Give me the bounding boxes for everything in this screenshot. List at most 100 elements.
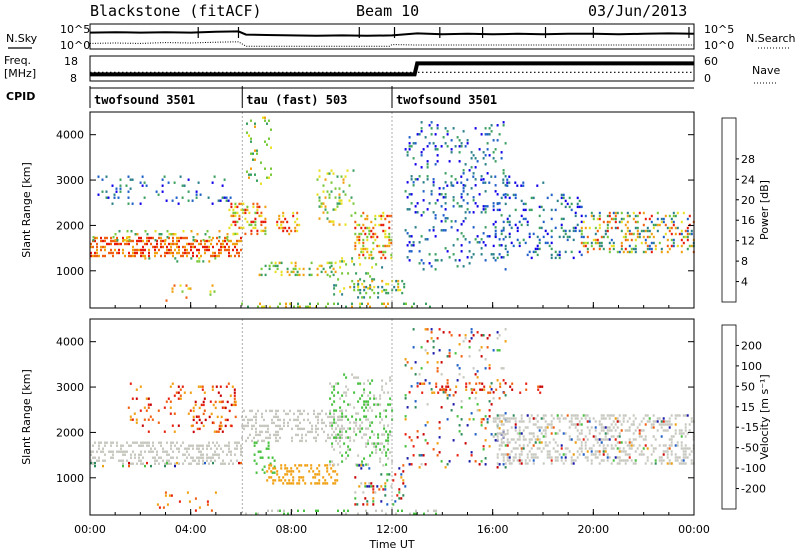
power-cell-26 [104,239,106,243]
velocity-cell-748 [337,424,340,427]
power-cell-313 [115,187,118,190]
power-cell-1219 [494,235,497,239]
power-cell-531 [286,229,289,233]
velocity-cell-961 [364,497,367,500]
power-cell-1535 [654,223,657,227]
velocity-cell-337 [227,382,230,385]
velocity-cell-404 [198,506,201,509]
velocity-cell-487 [279,418,281,422]
velocity-cell-1850 [688,423,691,426]
power-cell-189 [200,239,202,243]
velocity-cell-369 [212,421,215,425]
power-cell-1394 [592,217,595,221]
power-cell-1596 [686,232,689,236]
velocity-cell-948 [354,503,357,506]
power-cell-757 [388,226,391,230]
power-cell-1630 [506,181,509,184]
power-cell-1364 [578,205,581,209]
power-cell-509 [268,137,270,140]
power-cell-90 [142,248,144,252]
power-cell-1376 [582,220,585,224]
power-cell-1129 [476,205,479,208]
velocity-cell-1167 [462,376,465,379]
power-cell-1468 [626,214,629,218]
power-cell-914 [408,145,411,148]
power-cell-617 [324,205,327,208]
power-cell-1336 [564,199,567,203]
velocity-cell-402 [194,497,197,500]
power-cell-139 [170,251,172,255]
power-cell-644 [338,199,341,202]
velocity-cell-1837 [684,414,687,417]
velocity-cell-1896 [544,426,547,429]
power-cell-961 [422,181,425,184]
power-cell-1527 [650,232,653,236]
velocity-cell-29 [110,450,112,453]
power-cell-752 [386,214,389,218]
velocity-cell-1758 [654,438,657,441]
velocity-cell-739 [333,436,336,439]
power-cell-472 [264,220,267,224]
power-cell-470 [264,205,267,209]
velocity-cell-1391 [514,456,517,459]
power-cell-274 [154,239,157,242]
velocity-cell-478 [275,436,277,440]
velocity-xticks-group: 00:00 04:00 08:00 12:00 16:00 20:00 00:00 [74,523,710,536]
velocity-cell-1039 [401,509,403,512]
velocity-cell-269 [145,397,148,400]
velocity-cell-1271 [421,391,424,394]
velocity-cell-387 [232,403,235,407]
power-cell-311 [113,193,116,196]
freq-unit: [MHz] [4,67,36,80]
velocity-cell-551 [317,421,319,425]
velocity-cell-83 [144,450,146,453]
power-cell-163 [184,236,186,240]
power-cell-206 [212,236,214,240]
power-cell-883 [345,305,347,308]
power-cell-1411 [598,244,601,248]
power-cell-475 [264,232,267,236]
velocity-cell-921 [385,430,388,433]
velocity-cell-547 [315,439,317,443]
power-cell-292 [206,230,209,233]
power-cell-280 [168,233,171,236]
power-cell-893 [385,305,387,308]
power-cell-357 [195,193,198,196]
power-cell-116 [158,236,160,240]
power-cell-765 [390,241,393,245]
power-cell-712 [370,229,373,233]
velocity-cell-1966 [654,459,657,462]
power-cell-1531 [652,223,655,227]
velocity-cell-1003 [400,476,403,479]
velocity-cell-1083 [420,367,423,370]
velocity-cell-1580 [588,417,591,420]
velocity-cell-1565 [580,450,583,453]
velocity-cell-609 [259,450,262,453]
power-cell-663 [354,211,357,215]
power-cell-1111 [470,166,473,169]
velocity-cell-1925 [590,450,593,453]
velocity-cell-400 [186,491,189,494]
power-cell-321 [127,175,130,178]
velocity-cell-1086 [422,433,425,436]
velocity-cell-134 [178,447,180,450]
power-cell-1325 [560,193,563,197]
power-cell-1341 [566,202,569,206]
power-cell-1557 [666,250,669,254]
power-cell-585 [316,273,319,277]
velocity-cell-562 [325,424,327,428]
power-cell-1120 [472,253,475,256]
velocity-cell-349 [192,409,195,413]
velocity-cell-1923 [586,450,589,453]
power-cell-1456 [620,241,623,245]
velocity-cell-1300 [487,391,490,394]
velocity-cell-1356 [504,453,507,456]
velocity-cell-1899 [550,459,553,462]
velocity-cell-969 [370,485,373,488]
power-cell-1113 [470,256,473,259]
velocity-cell-1610 [600,417,603,420]
power-cell-1 [90,245,92,249]
velocity-cell-201 [218,444,220,447]
velocity-cell-1673 [618,462,621,465]
power-cell-316 [119,178,122,181]
